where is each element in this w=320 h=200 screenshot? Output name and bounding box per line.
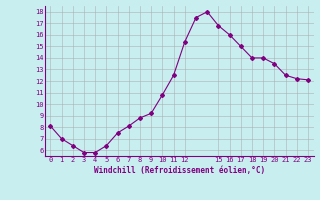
X-axis label: Windchill (Refroidissement éolien,°C): Windchill (Refroidissement éolien,°C): [94, 166, 265, 175]
